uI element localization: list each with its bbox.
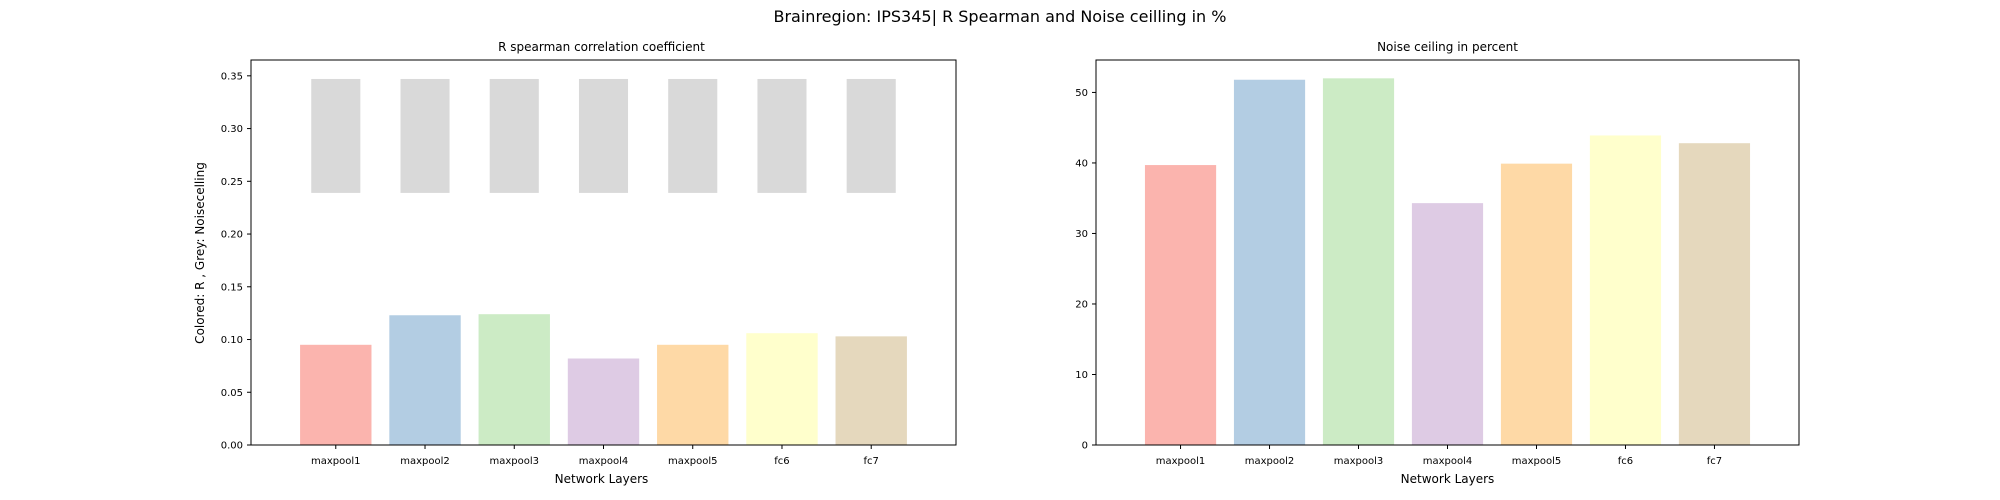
y-tick-label: 0: [1082, 441, 1088, 452]
bar-maxpool3: [478, 314, 550, 445]
x-tick-label: maxpool4: [579, 456, 629, 467]
y-axis-label: Colored: R , Grey: Noisecelling: [193, 162, 207, 344]
bar-maxpool2: [1233, 79, 1306, 445]
x-tick-label: maxpool5: [668, 456, 718, 467]
y-tick-label: 0.15: [221, 282, 243, 293]
bar-maxpool5: [1500, 163, 1573, 445]
noise-ceiling-bar-maxpool3: [489, 78, 539, 193]
y-tick-label: 0.05: [221, 388, 243, 399]
bar-maxpool1: [1144, 165, 1217, 446]
x-tick-label: maxpool3: [1334, 456, 1384, 467]
x-tick-label: maxpool1: [311, 456, 361, 467]
bar-maxpool3: [1322, 78, 1395, 445]
bar-fc7: [835, 336, 907, 445]
bar-maxpool2: [389, 315, 461, 445]
x-tick-label: maxpool4: [1423, 456, 1473, 467]
x-tick-label: maxpool1: [1156, 456, 1206, 467]
x-tick-label: fc7: [1707, 456, 1722, 467]
y-tick-label: 0.25: [221, 177, 243, 188]
bar-maxpool5: [657, 344, 729, 445]
y-tick-label: 30: [1075, 229, 1088, 240]
y-tick-label: 0.00: [221, 441, 243, 452]
noise-ceiling-bar-maxpool5: [668, 78, 718, 193]
chart-title: R spearman correlation coefficient: [498, 40, 705, 54]
x-tick-label: maxpool2: [400, 456, 450, 467]
x-tick-label: fc6: [774, 456, 789, 467]
y-tick-label: 0.10: [221, 335, 243, 346]
x-axis-label: Network Layers: [1401, 472, 1495, 486]
x-tick-label: fc6: [1618, 456, 1633, 467]
noise-ceiling-bar-maxpool4: [578, 78, 629, 193]
chart-title: Noise ceiling in percent: [1377, 40, 1518, 54]
bar-fc6: [1589, 135, 1662, 445]
chart-noise-ceiling: Noise ceiling in percent Network Layers …: [1075, 40, 1800, 486]
x-axis-label: Network Layers: [555, 472, 649, 486]
y-tick-label: 0.20: [221, 230, 243, 241]
y-tick-label: 50: [1075, 88, 1088, 99]
figure-title: Brainregion: IPS345| R Spearman and Nois…: [774, 7, 1227, 26]
noise-ceiling-bar-maxpool2: [400, 78, 450, 193]
noise-ceiling-bar-maxpool1: [311, 78, 361, 193]
y-tick-label: 20: [1075, 299, 1088, 310]
bar-maxpool4: [567, 358, 640, 445]
bar-fc7: [1678, 143, 1751, 445]
y-tick-label: 0.35: [221, 71, 243, 82]
x-tick-label: fc7: [864, 456, 879, 467]
x-tick-label: maxpool3: [490, 456, 540, 467]
y-tick-label: 0.30: [221, 124, 243, 135]
bar-fc6: [746, 333, 818, 445]
x-tick-label: maxpool2: [1245, 456, 1295, 467]
noise-ceiling-bar-fc6: [757, 78, 807, 193]
chart-r-spearman: R spearman correlation coefficient Netwo…: [193, 40, 957, 486]
noise-ceiling-bar-fc7: [846, 78, 896, 193]
x-tick-label: maxpool5: [1512, 456, 1562, 467]
y-tick-label: 10: [1075, 370, 1088, 381]
bar-maxpool1: [300, 344, 372, 445]
y-tick-label: 40: [1075, 158, 1088, 169]
bar-maxpool4: [1411, 203, 1484, 445]
